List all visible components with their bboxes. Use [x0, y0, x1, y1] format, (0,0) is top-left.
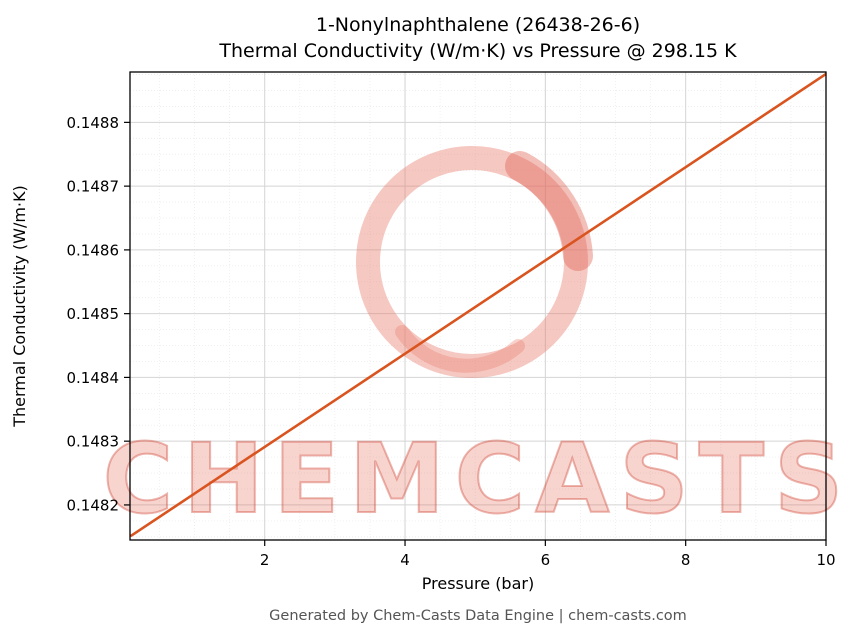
- tick-layer: 2 4 6 8 10 0.1482 0.1483 0.1484 0.1485 0.1486 0.14…: [67, 114, 836, 569]
- series-line: [130, 72, 826, 537]
- y-axis-label: Thermal Conductivity (W/m·K): [10, 185, 29, 428]
- chart-title-line1: 1-Nonylnaphthalene (26438-26-6): [316, 14, 640, 36]
- y-tick-label: 0.1485: [67, 305, 120, 323]
- watermark-ring-accent-icon: [505, 151, 593, 271]
- y-tick-label: 0.1487: [67, 178, 120, 196]
- x-tick-label: 6: [541, 551, 551, 569]
- y-tick-label: 0.1484: [67, 369, 120, 387]
- y-tick-label: 0.1488: [67, 114, 120, 132]
- y-tick-label: 0.1486: [67, 241, 120, 259]
- y-tick-label: 0.1483: [67, 433, 120, 451]
- watermark-text: CHEMCASTS: [103, 423, 853, 535]
- series-layer: [130, 72, 826, 537]
- grid-layer: [130, 72, 827, 540]
- x-tick-label: 10: [816, 551, 835, 569]
- x-tick-label: 2: [260, 551, 270, 569]
- y-tick-label: 0.1482: [67, 496, 120, 514]
- footer-attribution: Generated by Chem-Casts Data Engine | ch…: [269, 608, 687, 624]
- plot-border: [129, 71, 827, 541]
- watermark-swirl-icon: [395, 325, 525, 373]
- watermark-layer: CHEMCASTS: [102, 146, 853, 536]
- watermark-ring-icon: [356, 146, 588, 378]
- x-tick-label: 8: [681, 551, 691, 569]
- x-tick-label: 4: [400, 551, 410, 569]
- chart-title-line2: Thermal Conductivity (W/m·K) vs Pressure…: [218, 40, 737, 62]
- x-axis-label: Pressure (bar): [422, 574, 534, 593]
